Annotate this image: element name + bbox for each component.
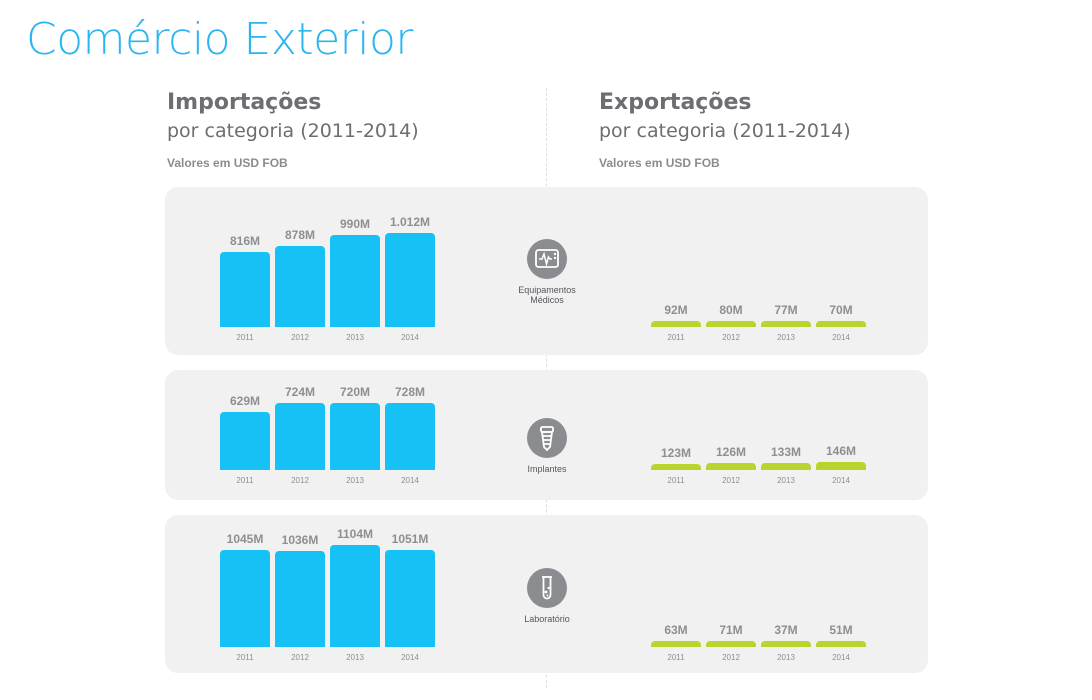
- import-value-label: 1104M: [336, 527, 374, 541]
- export-year-label: 2012: [722, 333, 740, 342]
- export-year-label: 2014: [832, 333, 850, 342]
- export-value-label: 77M: [774, 303, 798, 317]
- category-label: Implantes: [527, 464, 567, 474]
- import-bar: [275, 551, 325, 647]
- export-bar: [706, 321, 756, 327]
- export-bar: [816, 641, 866, 647]
- export-bar: [816, 462, 866, 470]
- import-year-label: 2012: [291, 333, 309, 342]
- exports-title: Exportações: [599, 90, 752, 115]
- export-value-label: 92M: [664, 303, 688, 317]
- import-year-label: 2012: [291, 476, 309, 485]
- export-year-label: 2012: [722, 653, 740, 662]
- export-year-label: 2014: [832, 476, 850, 485]
- import-value-label: 878M: [284, 228, 316, 242]
- imports-header: Importações por categoria (2011-2014) Va…: [167, 88, 527, 170]
- export-year-label: 2011: [667, 333, 685, 342]
- imports-note: Valores em USD FOB: [167, 156, 288, 170]
- import-value-label: 1051M: [391, 532, 429, 546]
- import-year-label: 2011: [236, 476, 254, 485]
- import-bar: [330, 545, 380, 647]
- export-value-label: 51M: [829, 623, 853, 637]
- category-panel: 816M 2011 878M 2012 990M 2013 1.012M 2014 92M 201…: [165, 187, 928, 355]
- export-value-label: 70M: [829, 303, 853, 317]
- export-year-label: 2012: [722, 476, 740, 485]
- import-bar: [220, 412, 270, 470]
- export-value-label: 133M: [770, 445, 802, 459]
- page-title: Comércio Exterior: [26, 14, 414, 65]
- import-value-label: 1036M: [281, 533, 319, 547]
- category-panel: 629M 2011 724M 2012 720M 2013 728M 2014 123M 2011…: [165, 370, 928, 500]
- export-value-label: 63M: [664, 623, 688, 637]
- import-year-label: 2014: [401, 333, 419, 342]
- category-panel: 1045M 2011 1036M 2012 1104M 2013 1051M 2014 63M 2…: [165, 515, 928, 673]
- category-label: Equipamentos Médicos: [518, 285, 576, 305]
- export-bar: [706, 463, 756, 470]
- import-year-label: 2013: [346, 476, 364, 485]
- import-year-label: 2014: [401, 653, 419, 662]
- export-value-label: 126M: [715, 445, 747, 459]
- export-bar: [651, 321, 701, 327]
- exports-header: Exportações por categoria (2011-2014) Va…: [599, 88, 959, 170]
- import-year-label: 2012: [291, 653, 309, 662]
- export-value-label: 146M: [825, 444, 857, 458]
- import-year-label: 2014: [401, 476, 419, 485]
- export-value-label: 37M: [774, 623, 798, 637]
- import-bar: [330, 235, 380, 327]
- export-year-label: 2011: [667, 653, 685, 662]
- implant-icon: [527, 418, 567, 458]
- import-value-label: 629M: [229, 394, 261, 408]
- import-bar: [330, 403, 380, 470]
- import-value-label: 990M: [339, 217, 371, 231]
- export-value-label: 71M: [719, 623, 743, 637]
- import-value-label: 1045M: [226, 532, 264, 546]
- import-year-label: 2011: [236, 333, 254, 342]
- import-bar: [275, 403, 325, 470]
- import-value-label: 720M: [339, 385, 371, 399]
- category-label: Laboratório: [524, 614, 570, 624]
- import-bar: [385, 403, 435, 470]
- import-bar: [220, 252, 270, 327]
- exports-note: Valores em USD FOB: [599, 156, 720, 170]
- import-value-label: 724M: [284, 385, 316, 399]
- import-bar: [275, 246, 325, 327]
- export-year-label: 2014: [832, 653, 850, 662]
- imports-subtitle: por categoria (2011-2014): [167, 120, 419, 142]
- import-bar: [220, 550, 270, 647]
- import-year-label: 2011: [236, 653, 254, 662]
- import-year-label: 2013: [346, 653, 364, 662]
- export-year-label: 2013: [777, 476, 795, 485]
- export-bar: [706, 641, 756, 647]
- import-value-label: 1.012M: [389, 215, 431, 229]
- import-year-label: 2013: [346, 333, 364, 342]
- export-value-label: 123M: [660, 446, 692, 460]
- exports-subtitle: por categoria (2011-2014): [599, 120, 851, 142]
- export-year-label: 2013: [777, 333, 795, 342]
- export-value-label: 80M: [719, 303, 743, 317]
- import-value-label: 728M: [394, 385, 426, 399]
- export-year-label: 2013: [777, 653, 795, 662]
- export-bar: [761, 463, 811, 470]
- monitor-icon: [527, 239, 567, 279]
- export-bar: [816, 321, 866, 327]
- export-bar: [651, 641, 701, 647]
- imports-title: Importações: [167, 90, 322, 115]
- export-bar: [761, 641, 811, 647]
- import-bar: [385, 550, 435, 647]
- import-value-label: 816M: [229, 234, 261, 248]
- export-year-label: 2011: [667, 476, 685, 485]
- export-bar: [651, 464, 701, 470]
- export-bar: [761, 321, 811, 327]
- test-tube-icon: [527, 568, 567, 608]
- import-bar: [385, 233, 435, 327]
